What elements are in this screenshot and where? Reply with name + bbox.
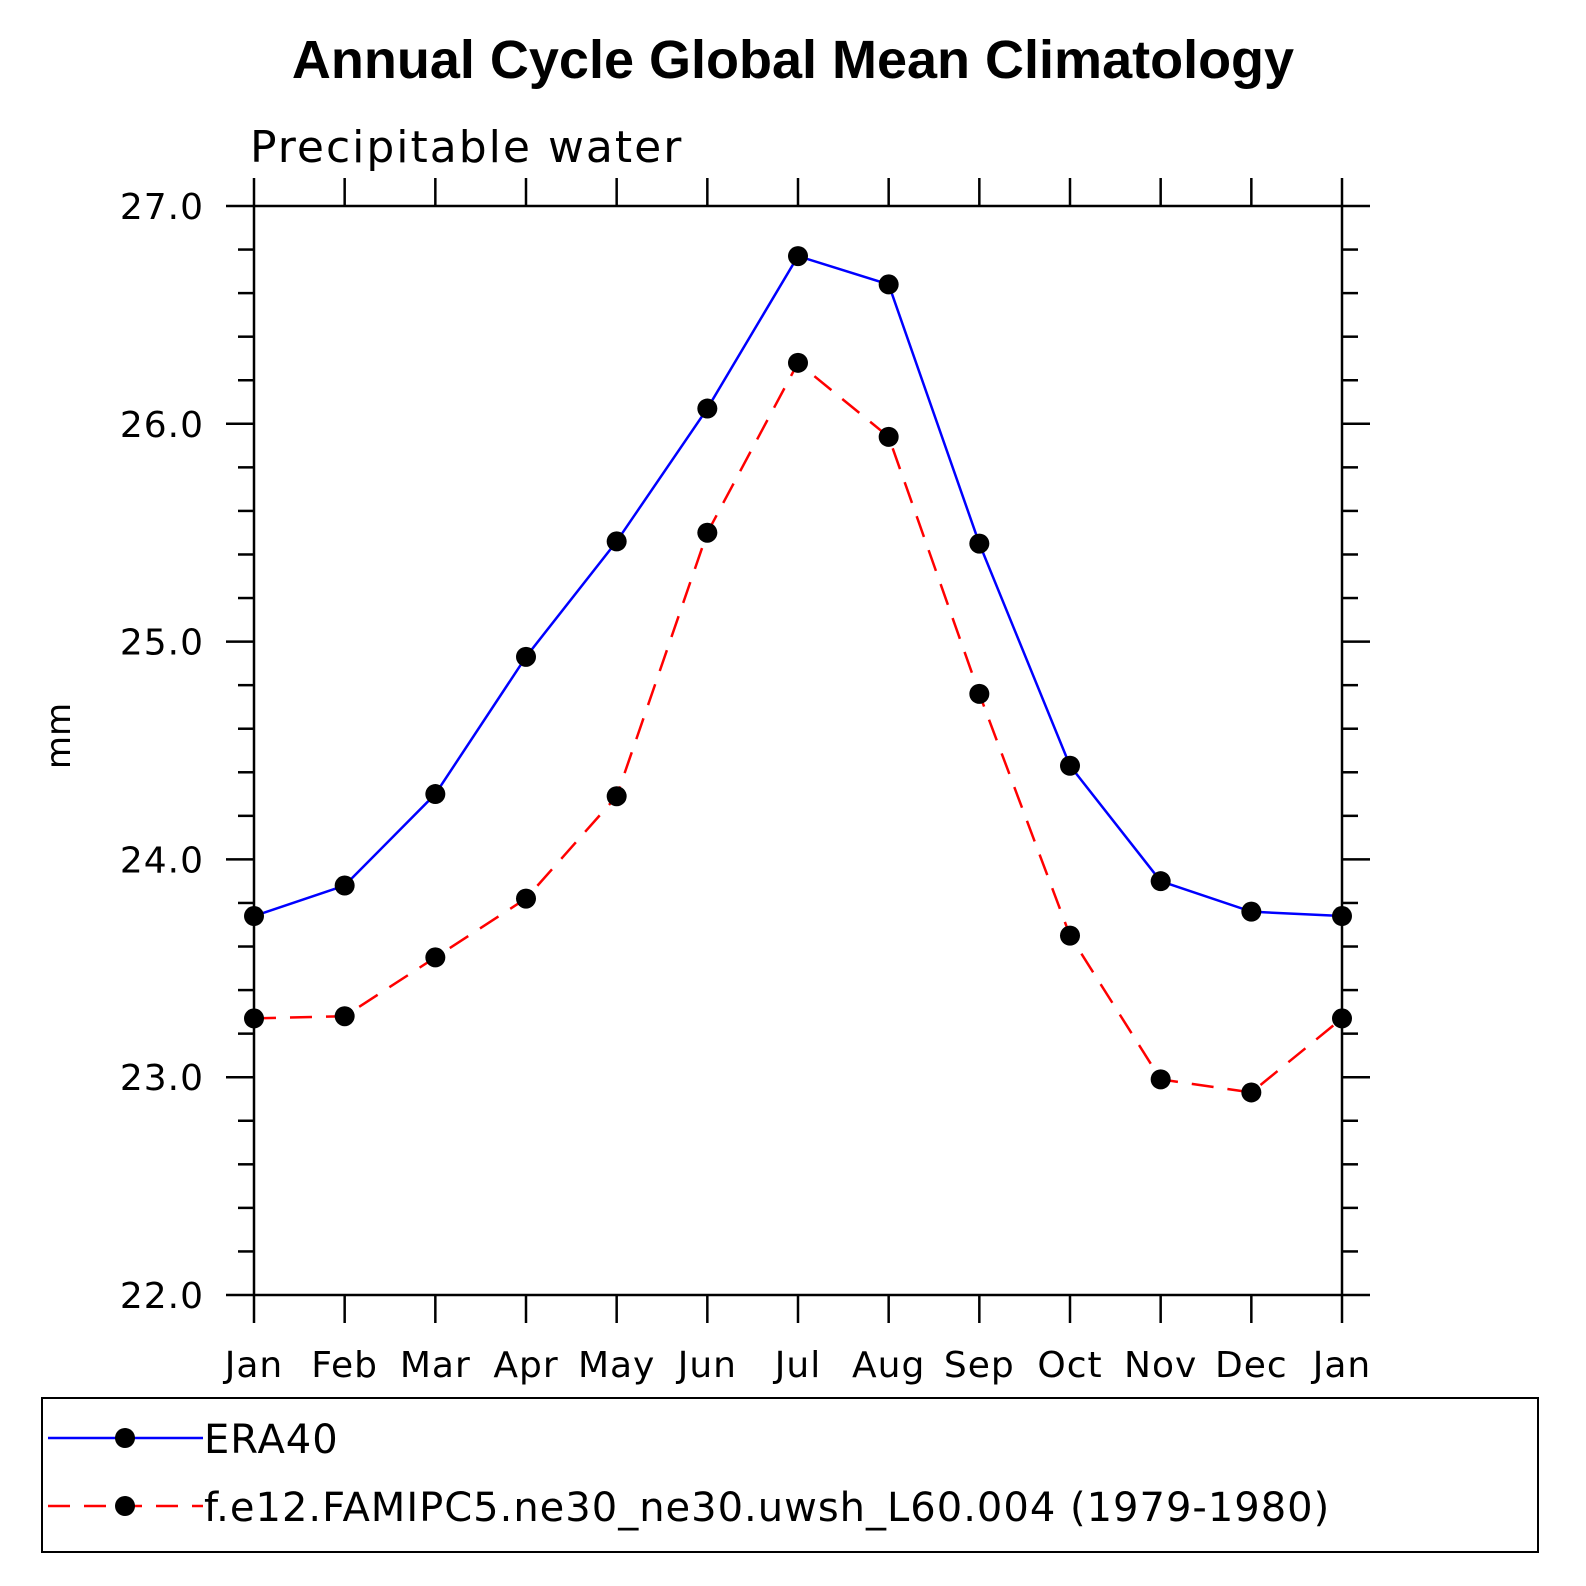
x-tick-label: Jun [676, 1345, 737, 1386]
data-point [1332, 906, 1352, 927]
data-point [1241, 901, 1262, 922]
x-tick-label: Dec [1215, 1345, 1288, 1386]
y-tick-label: 26.0 [120, 405, 204, 446]
y-tick-label: 23.0 [120, 1058, 204, 1099]
chart-title: Annual Cycle Global Mean Climatology [292, 30, 1294, 90]
chart-subtitle: Precipitable water [250, 122, 683, 173]
axes: 22.0 23.0 24.0 25.0 26.0 27.0 Jan Feb Mar Apr May J… [120, 178, 1372, 1386]
data-point [969, 533, 990, 554]
x-tick-label: May [578, 1345, 655, 1386]
x-tick-label: Apr [493, 1345, 558, 1386]
data-point [334, 875, 355, 896]
data-point [425, 784, 446, 805]
data-point [606, 531, 627, 552]
x-tick-label: Jan [223, 1345, 284, 1386]
legend-box [41, 1397, 1539, 1553]
data-point [244, 1008, 264, 1029]
legend-marker [115, 1428, 135, 1448]
data-point [1060, 925, 1080, 946]
series-1 [244, 352, 1352, 1103]
data-point [788, 246, 808, 267]
data-point [878, 274, 899, 295]
data-point [425, 947, 446, 968]
x-tick-label: Jan [1311, 1345, 1372, 1386]
legend-marker [115, 1496, 135, 1516]
x-tick-label: Oct [1037, 1345, 1102, 1386]
y-axis-label: mm [39, 703, 79, 769]
data-point [878, 426, 899, 447]
data-point [334, 1006, 355, 1027]
x-tick-label: Sep [944, 1345, 1015, 1386]
x-tick-label: Aug [852, 1345, 925, 1386]
data-point [516, 646, 536, 667]
data-point [969, 683, 990, 704]
data-point [1150, 1069, 1171, 1090]
legend-entry-model: f.e12.FAMIPC5.ne30_ne30.uwsh_L60.004 (19… [48, 1485, 1330, 1531]
data-point [1060, 755, 1080, 776]
data-point [1332, 1008, 1352, 1029]
data-point [606, 786, 627, 807]
y-tick-label: 27.0 [120, 187, 204, 228]
y-tick-label: 24.0 [120, 840, 204, 881]
x-tick-label: Mar [400, 1345, 471, 1386]
legend: ERA40 f.e12.FAMIPC5.ne30_ne30.uwsh_L60.0… [48, 1417, 1330, 1531]
series-line [253, 360, 1343, 1094]
data-point [244, 906, 264, 927]
series-layer [244, 246, 1352, 1103]
data-point [516, 888, 536, 909]
x-tick-label: Feb [311, 1345, 378, 1386]
data-point [1150, 871, 1171, 892]
x-tick-label: Nov [1124, 1345, 1197, 1386]
data-point [1241, 1082, 1262, 1103]
x-tick-label: Jul [773, 1345, 821, 1386]
legend-entry-era40: ERA40 [48, 1417, 339, 1463]
data-point [697, 398, 718, 419]
series-0 [244, 246, 1352, 927]
data-point [788, 352, 808, 373]
y-tick-label: 25.0 [120, 623, 204, 664]
legend-label: f.e12.FAMIPC5.ne30_ne30.uwsh_L60.004 (19… [204, 1485, 1330, 1531]
data-point [697, 522, 718, 543]
y-tick-label: 22.0 [120, 1276, 204, 1317]
legend-label: ERA40 [204, 1417, 339, 1463]
